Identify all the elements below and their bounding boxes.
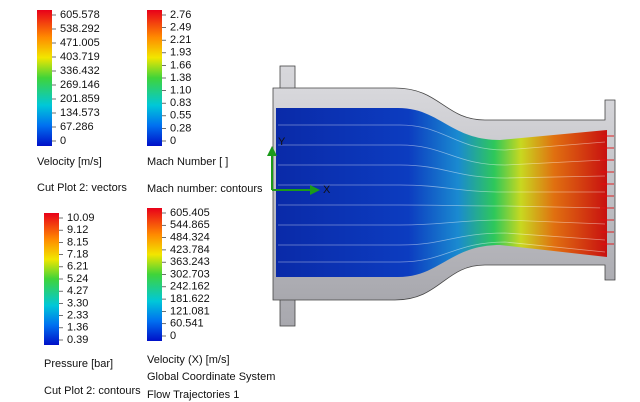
tick-label: 1.66 (170, 59, 191, 71)
legend-caption: Cut Plot 2: vectors (37, 182, 127, 194)
tick-label: 0.28 (170, 122, 191, 134)
tick-label: 269.146 (60, 79, 100, 91)
tick-label: 0 (170, 135, 176, 147)
tick-label: 2.33 (67, 310, 88, 322)
tick-label: 5.24 (67, 273, 88, 285)
legend-caption: Mach number: contours (147, 183, 263, 195)
tick-label: 605.578 (60, 9, 100, 21)
tick-label: 60.541 (170, 318, 204, 330)
axes-triad: Y X (267, 136, 331, 196)
tick-label: 403.719 (60, 51, 100, 63)
streamlines (278, 124, 606, 263)
tick-label: 8.15 (67, 236, 88, 248)
y-arrowhead (267, 146, 277, 156)
tick-label: 0 (60, 135, 66, 147)
legend-title: Mach Number [ ] (147, 156, 228, 168)
tick-label: 0 (170, 330, 176, 342)
legends: 605.578 538.292 471.005 403.719 336.432 269.1… (37, 9, 275, 401)
tick-label: 2.21 (170, 34, 191, 46)
tick-label: 1.36 (67, 322, 88, 334)
tick-label: 181.622 (170, 293, 210, 305)
tick-label: 201.859 (60, 93, 100, 105)
flow-region (276, 108, 607, 277)
tick-label: 0.83 (170, 97, 191, 109)
tick-label: 544.865 (170, 219, 210, 231)
color-bar (37, 10, 52, 146)
tick-label: 3.30 (67, 297, 88, 309)
tick-label: 121.081 (170, 305, 210, 317)
tick-label: 484.324 (170, 232, 210, 244)
tick-label: 67.286 (60, 121, 94, 133)
tick-label: 7.18 (67, 249, 88, 261)
legend-title: Pressure [bar] (44, 358, 113, 370)
x-arrowhead (310, 185, 320, 195)
legend-title: Velocity [m/s] (37, 156, 102, 168)
tick-label: 1.93 (170, 47, 191, 59)
x-axis-label: X (323, 184, 331, 196)
tick-label: 242.162 (170, 281, 210, 293)
tick-label: 2.76 (170, 9, 191, 21)
tick-label: 1.10 (170, 85, 191, 97)
tick-label: 302.703 (170, 268, 210, 280)
tick-label: 6.21 (67, 261, 88, 273)
legend-caption: Flow Trajectories 1 (147, 389, 239, 401)
tick-label: 9.12 (67, 224, 88, 236)
tick-label: 423.784 (170, 244, 210, 256)
outlet-vectors (600, 135, 614, 245)
tick-label: 134.573 (60, 107, 100, 119)
color-bar (147, 208, 162, 341)
tick-label: 363.243 (170, 256, 210, 268)
tick-label: 2.49 (170, 22, 191, 34)
legend-caption: Global Coordinate System (147, 371, 275, 383)
tick-label: 10.09 (67, 212, 95, 224)
tick-label: 0.39 (67, 334, 88, 346)
tick-label: 0.55 (170, 110, 191, 122)
nozzle-geometry (272, 65, 616, 327)
y-axis-label: Y (278, 136, 286, 148)
tick-label: 471.005 (60, 37, 100, 49)
color-bar (147, 10, 162, 146)
tick-label: 605.405 (170, 207, 210, 219)
tick-label: 538.292 (60, 23, 100, 35)
tick-label: 336.432 (60, 65, 100, 77)
tick-label: 1.38 (170, 72, 191, 84)
color-bar (44, 213, 59, 345)
legend-title: Velocity (X) [m/s] (147, 354, 230, 366)
tick-label: 4.27 (67, 285, 88, 297)
legend-caption: Cut Plot 2: contours (44, 385, 141, 397)
